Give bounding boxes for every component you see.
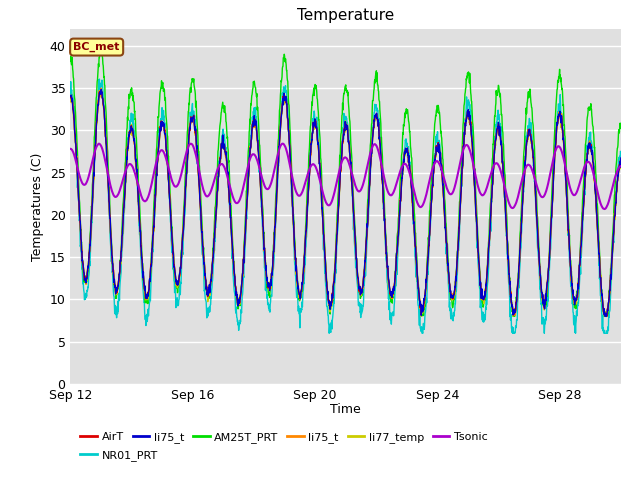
Title: Temperature: Temperature	[297, 9, 394, 24]
Text: BC_met: BC_met	[74, 42, 120, 52]
Legend: NR01_PRT: NR01_PRT	[76, 445, 162, 466]
X-axis label: Time: Time	[330, 403, 361, 416]
Y-axis label: Temperatures (C): Temperatures (C)	[31, 152, 44, 261]
